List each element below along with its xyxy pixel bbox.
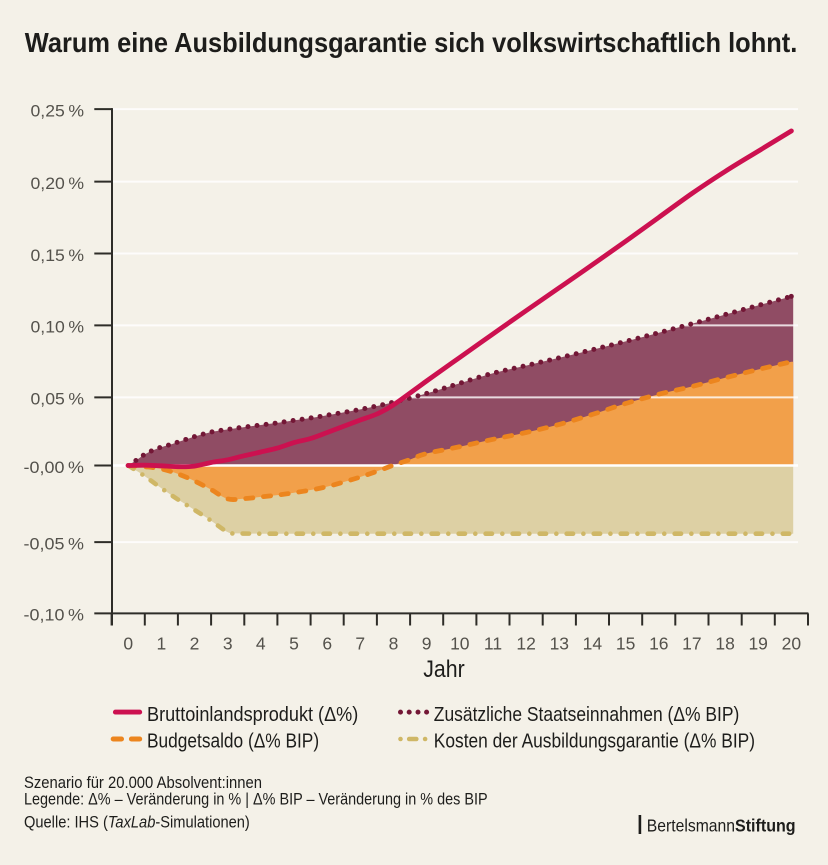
- svg-text:16: 16: [649, 633, 668, 653]
- svg-text:10: 10: [450, 633, 470, 653]
- svg-text:Bertelsmann: Bertelsmann: [647, 816, 735, 836]
- svg-text:6: 6: [322, 633, 332, 653]
- svg-text:17: 17: [682, 633, 701, 653]
- svg-text:0: 0: [123, 633, 133, 653]
- svg-text:18: 18: [715, 633, 734, 653]
- svg-text:0,25 %: 0,25 %: [31, 101, 85, 120]
- svg-text:15: 15: [616, 633, 635, 653]
- svg-text:9: 9: [422, 633, 432, 653]
- svg-text:0,05 %: 0,05 %: [31, 390, 85, 409]
- svg-text:Quelle: IHS (TaxLab-Simulation: Quelle: IHS (TaxLab-Simulationen): [24, 812, 250, 831]
- svg-text:-0,10 %: -0,10 %: [24, 606, 85, 625]
- svg-text:4: 4: [256, 633, 266, 653]
- svg-text:-0,05 %: -0,05 %: [24, 534, 85, 553]
- svg-text:13: 13: [550, 633, 569, 653]
- svg-text:0,15 %: 0,15 %: [31, 246, 85, 265]
- svg-text:Kosten der Ausbildungsgarantie: Kosten der Ausbildungsgarantie (Δ% BIP): [434, 730, 755, 753]
- svg-text:12: 12: [516, 633, 535, 653]
- svg-text:Szenario für 20.000 Absolvent:: Szenario für 20.000 Absolvent:innen: [24, 773, 262, 792]
- svg-text:5: 5: [289, 633, 299, 653]
- svg-text:-0,00 %: -0,00 %: [24, 458, 85, 477]
- svg-text:2: 2: [190, 633, 200, 653]
- svg-text:11: 11: [484, 633, 502, 653]
- svg-text:1: 1: [157, 633, 167, 653]
- svg-text:Budgetsaldo (Δ% BIP): Budgetsaldo (Δ% BIP): [147, 730, 319, 753]
- svg-text:3: 3: [223, 633, 233, 653]
- svg-text:8: 8: [389, 633, 399, 653]
- svg-text:Legende: Δ% – Veränderung in %: Legende: Δ% – Veränderung in % | Δ% BIP …: [24, 789, 488, 808]
- svg-text:Warum eine Ausbildungsgarantie: Warum eine Ausbildungsgarantie sich volk…: [25, 27, 798, 58]
- svg-text:14: 14: [583, 633, 603, 653]
- svg-text:20: 20: [782, 633, 802, 653]
- svg-text:19: 19: [748, 633, 767, 653]
- svg-text:Jahr: Jahr: [423, 656, 465, 683]
- svg-text:0,10 %: 0,10 %: [31, 318, 85, 337]
- svg-text:Zusätzliche Staatseinnahmen (Δ: Zusätzliche Staatseinnahmen (Δ% BIP): [434, 703, 740, 726]
- svg-text:7: 7: [355, 633, 365, 653]
- svg-text:Stiftung: Stiftung: [735, 816, 796, 836]
- svg-text:Bruttoinlandsprodukt (Δ%): Bruttoinlandsprodukt (Δ%): [147, 703, 358, 726]
- svg-text:0,20 %: 0,20 %: [31, 174, 85, 193]
